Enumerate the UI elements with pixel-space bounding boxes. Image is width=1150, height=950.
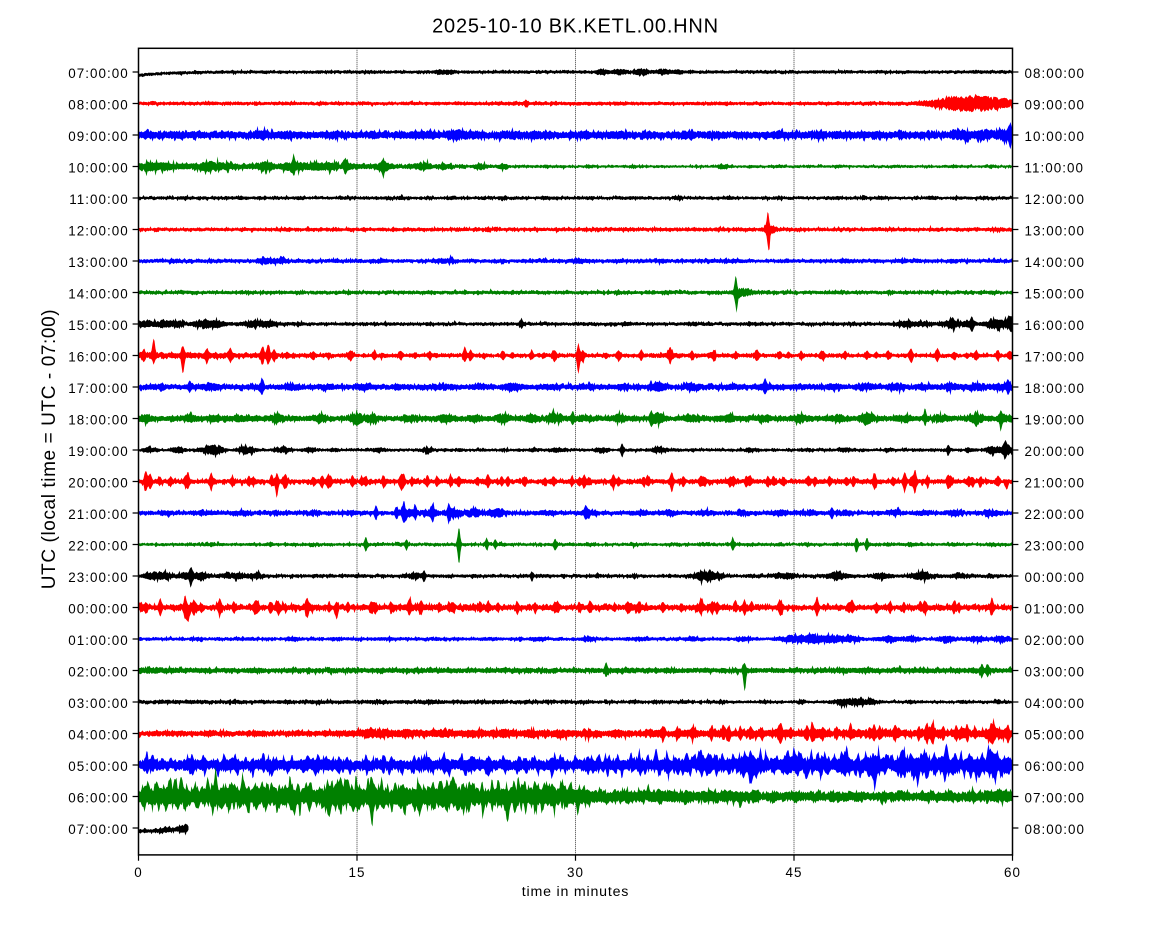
svg-text:20:00:00: 20:00:00 (68, 476, 129, 491)
svg-text:01:00:00: 01:00:00 (68, 633, 129, 648)
svg-text:23:00:00: 23:00:00 (1025, 539, 1086, 554)
svg-text:14:00:00: 14:00:00 (68, 287, 129, 302)
svg-text:17:00:00: 17:00:00 (1025, 350, 1086, 365)
svg-text:12:00:00: 12:00:00 (68, 224, 129, 239)
svg-text:04:00:00: 04:00:00 (68, 728, 129, 743)
svg-text:19:00:00: 19:00:00 (1025, 413, 1086, 428)
svg-text:03:00:00: 03:00:00 (68, 696, 129, 711)
svg-text:16:00:00: 16:00:00 (1025, 318, 1086, 333)
svg-text:18:00:00: 18:00:00 (1025, 381, 1086, 396)
svg-text:22:00:00: 22:00:00 (68, 539, 129, 554)
svg-text:14:00:00: 14:00:00 (1025, 255, 1086, 270)
svg-text:07:00:00: 07:00:00 (1025, 791, 1086, 806)
svg-text:00:00:00: 00:00:00 (68, 602, 129, 617)
svg-text:00:00:00: 00:00:00 (1025, 570, 1086, 585)
svg-text:13:00:00: 13:00:00 (1025, 224, 1086, 239)
svg-text:07:00:00: 07:00:00 (68, 66, 129, 81)
svg-text:60: 60 (1004, 865, 1021, 880)
svg-text:02:00:00: 02:00:00 (1025, 633, 1086, 648)
svg-text:2025-10-10 BK.KETL.00.HNN: 2025-10-10 BK.KETL.00.HNN (432, 16, 719, 38)
svg-text:21:00:00: 21:00:00 (68, 507, 129, 522)
svg-text:13:00:00: 13:00:00 (68, 255, 129, 270)
svg-text:UTC (local time = UTC - 07:00): UTC (local time = UTC - 07:00) (39, 309, 60, 589)
svg-text:06:00:00: 06:00:00 (1025, 759, 1086, 774)
svg-text:08:00:00: 08:00:00 (1025, 822, 1086, 837)
svg-text:15:00:00: 15:00:00 (68, 318, 129, 333)
svg-text:07:00:00: 07:00:00 (68, 822, 129, 837)
svg-text:11:00:00: 11:00:00 (1025, 161, 1085, 176)
svg-text:18:00:00: 18:00:00 (68, 413, 129, 428)
svg-text:19:00:00: 19:00:00 (68, 444, 129, 459)
svg-text:23:00:00: 23:00:00 (68, 570, 129, 585)
svg-text:10:00:00: 10:00:00 (1025, 129, 1086, 144)
svg-text:15: 15 (349, 865, 366, 880)
svg-text:20:00:00: 20:00:00 (1025, 444, 1086, 459)
svg-text:15:00:00: 15:00:00 (1025, 287, 1086, 302)
svg-text:09:00:00: 09:00:00 (1025, 98, 1086, 113)
svg-text:22:00:00: 22:00:00 (1025, 507, 1086, 522)
svg-text:30: 30 (567, 865, 584, 880)
svg-text:08:00:00: 08:00:00 (68, 98, 129, 113)
svg-text:04:00:00: 04:00:00 (1025, 696, 1086, 711)
svg-text:17:00:00: 17:00:00 (68, 381, 129, 396)
svg-text:05:00:00: 05:00:00 (1025, 728, 1086, 743)
svg-text:16:00:00: 16:00:00 (68, 350, 129, 365)
svg-text:45: 45 (786, 865, 803, 880)
svg-text:10:00:00: 10:00:00 (68, 161, 129, 176)
svg-text:11:00:00: 11:00:00 (69, 192, 129, 207)
svg-text:03:00:00: 03:00:00 (1025, 665, 1086, 680)
svg-text:21:00:00: 21:00:00 (1025, 476, 1086, 491)
svg-text:06:00:00: 06:00:00 (68, 791, 129, 806)
svg-text:01:00:00: 01:00:00 (1025, 602, 1086, 617)
svg-text:time in minutes: time in minutes (522, 884, 629, 900)
svg-text:09:00:00: 09:00:00 (68, 129, 129, 144)
svg-text:0: 0 (134, 865, 143, 880)
svg-text:08:00:00: 08:00:00 (1025, 66, 1086, 81)
svg-text:02:00:00: 02:00:00 (68, 665, 129, 680)
svg-text:12:00:00: 12:00:00 (1025, 192, 1086, 207)
svg-text:05:00:00: 05:00:00 (68, 759, 129, 774)
